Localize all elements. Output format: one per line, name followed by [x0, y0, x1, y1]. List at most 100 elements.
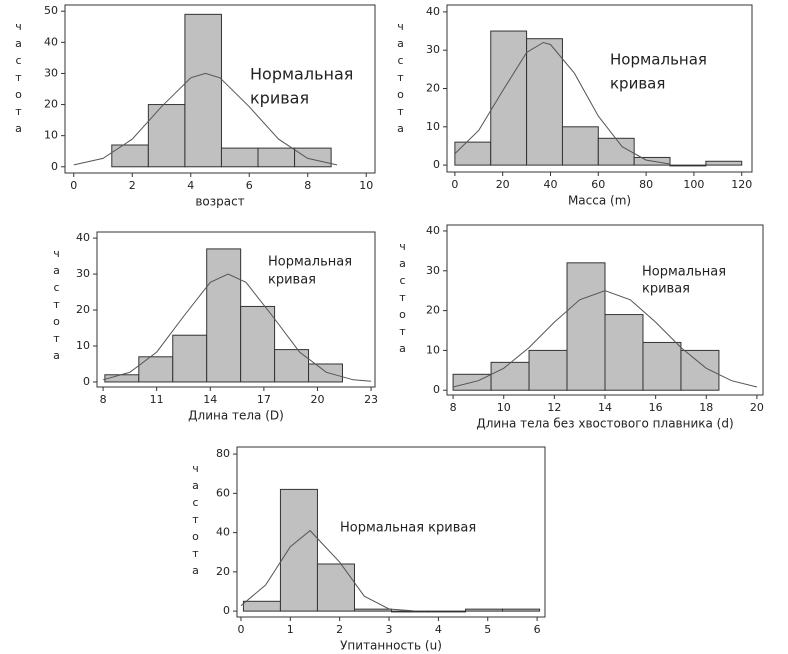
bar — [680, 349, 720, 391]
bar — [353, 608, 392, 612]
x-tick-label: 12 — [547, 401, 561, 414]
bar — [465, 608, 504, 612]
y-tick-label: 40 — [426, 5, 440, 18]
y-tick-label: 20 — [76, 303, 90, 316]
x-tick-label: 10 — [359, 179, 373, 192]
annotation: кривая — [610, 75, 665, 93]
normal-curve — [73, 72, 338, 166]
bar — [390, 610, 430, 613]
bar — [111, 144, 149, 168]
annotation: Нормальная — [250, 65, 353, 84]
y-tick-label: 10 — [426, 343, 440, 356]
annotation: Нормальная — [642, 265, 726, 280]
bar — [528, 349, 568, 391]
x-tick-label: 11 — [150, 393, 164, 406]
bar — [561, 126, 599, 166]
y-tick-label: 0 — [223, 604, 230, 617]
bar — [604, 314, 644, 391]
y-tick-label: 20 — [216, 565, 230, 578]
x-tick-label: 1 — [287, 623, 294, 636]
y-tick-label: 40 — [426, 224, 440, 237]
x-axis-label: Масса (m) — [568, 194, 631, 208]
normal-curve — [454, 41, 671, 165]
annotation: кривая — [642, 282, 690, 297]
y-tick-label: 0 — [433, 158, 440, 171]
y-tick-label: 10 — [76, 339, 90, 352]
x-tick-label: 2 — [129, 179, 136, 192]
x-tick-label: 120 — [731, 178, 752, 191]
x-tick-label: 20 — [496, 178, 510, 191]
x-tick-label: 8 — [304, 179, 311, 192]
y-tick-label: 40 — [44, 35, 58, 48]
x-tick-label: 14 — [203, 393, 217, 406]
bar — [308, 363, 343, 383]
annotation: Нормальная — [268, 255, 352, 270]
bar — [294, 147, 332, 168]
bar — [526, 38, 563, 166]
bar — [138, 356, 174, 383]
bar — [597, 137, 635, 166]
x-tick-label: 10 — [497, 401, 511, 414]
y-tick-label: 30 — [426, 264, 440, 277]
y-axis-label: частота — [394, 20, 407, 139]
bar — [490, 361, 530, 391]
x-tick-label: 23 — [364, 393, 378, 406]
x-tick-label: 6 — [534, 623, 541, 636]
y-tick-label: 0 — [433, 383, 440, 396]
y-tick-label: 30 — [426, 43, 440, 56]
y-tick-label: 30 — [76, 267, 90, 280]
x-tick-label: 100 — [683, 178, 704, 191]
x-tick-label: 3 — [386, 623, 393, 636]
x-tick-label: 0 — [451, 178, 458, 191]
x-tick-label: 5 — [484, 623, 491, 636]
y-tick-label: 30 — [44, 66, 58, 79]
x-tick-label: 20 — [750, 401, 764, 414]
y-tick-label: 80 — [216, 447, 230, 460]
bar — [147, 104, 186, 168]
y-tick-label: 10 — [426, 120, 440, 133]
x-tick-label: 6 — [246, 179, 253, 192]
bar — [566, 262, 606, 391]
bar — [242, 600, 281, 612]
x-tick-label: 17 — [257, 393, 271, 406]
normal-curve — [102, 273, 372, 382]
x-tick-label: 40 — [543, 178, 557, 191]
x-tick-label: 18 — [699, 401, 713, 414]
annotation: кривая — [268, 273, 316, 288]
bar — [172, 334, 208, 383]
x-tick-label: 4 — [187, 179, 194, 192]
bar — [490, 30, 528, 166]
annotation: Нормальная кривая — [340, 521, 476, 536]
bar — [502, 608, 541, 612]
y-tick-label: 0 — [51, 160, 58, 173]
y-axis-label: частота — [189, 462, 202, 581]
bar — [454, 141, 492, 166]
y-tick-label: 50 — [44, 4, 58, 17]
x-axis-label: Длина тела без хвостового плавника (d) — [476, 417, 733, 431]
y-axis-label: частота — [50, 247, 63, 366]
y-tick-label: 40 — [216, 526, 230, 539]
x-tick-label: 20 — [310, 393, 324, 406]
x-tick-label: 16 — [649, 401, 663, 414]
x-tick-label: 8 — [450, 401, 457, 414]
bar — [642, 341, 682, 391]
bar — [279, 488, 318, 612]
x-tick-label: 80 — [639, 178, 653, 191]
y-tick-label: 20 — [44, 98, 58, 111]
annotation: кривая — [250, 89, 309, 108]
normal-curve — [452, 290, 758, 388]
x-axis-label: Длина тела (D) — [188, 409, 284, 423]
x-axis-label: возраст — [195, 195, 244, 209]
bar — [669, 164, 707, 167]
bar — [705, 160, 743, 166]
bar — [206, 248, 242, 383]
x-tick-label: 14 — [598, 401, 612, 414]
x-axis-label: Упитанность (u) — [340, 639, 442, 653]
x-tick-label: 0 — [237, 623, 244, 636]
y-axis-label: частота — [396, 240, 409, 359]
normal-curve — [240, 529, 414, 612]
y-tick-label: 20 — [426, 82, 440, 95]
y-axis-label: частота — [12, 20, 25, 139]
bar — [428, 610, 467, 613]
